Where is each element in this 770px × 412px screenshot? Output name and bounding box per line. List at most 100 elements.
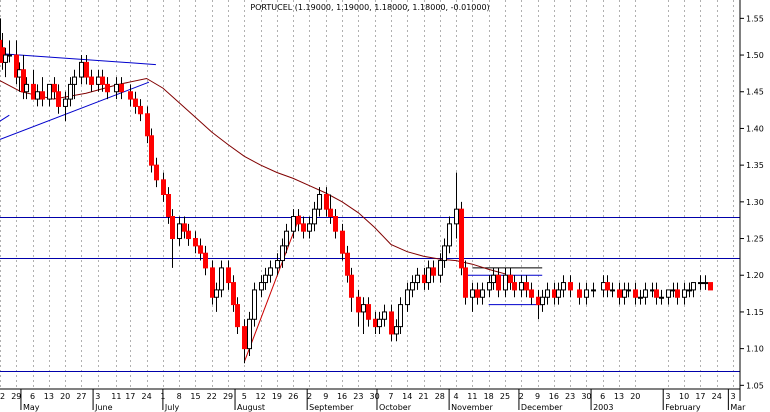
- candle-body: [284, 230, 289, 247]
- candle-body: [377, 318, 382, 328]
- candlestick: [333, 209, 338, 239]
- candle-body: [100, 76, 105, 85]
- candlestick: [519, 275, 524, 298]
- x-tick-label: 3: [665, 392, 670, 401]
- x-tick-label: 29: [223, 392, 233, 401]
- candle-body: [617, 289, 622, 298]
- candlestick: [605, 275, 610, 298]
- month-label: August: [237, 403, 265, 412]
- candle-body: [242, 326, 247, 350]
- x-tick-label: 3: [95, 392, 100, 401]
- candlestick: [40, 77, 45, 107]
- candlestick: [161, 172, 166, 202]
- candle-body: [259, 282, 264, 291]
- candle-body: [275, 260, 280, 269]
- candle-body: [405, 289, 410, 306]
- y-tick-label: 1.30: [746, 198, 764, 207]
- candlestick: [591, 282, 596, 298]
- y-tick-label: 1.15: [746, 308, 764, 317]
- candlestick: [214, 282, 219, 312]
- candlestick: [438, 253, 443, 283]
- candlesticks: [0, 18, 713, 364]
- candlestick: [317, 187, 322, 217]
- candlestick: [349, 267, 354, 312]
- y-axis: 1.55 1.50 1.45 1.40 1.35 1.30 1.25 1.20 1.15 1.10…: [740, 14, 764, 390]
- candlestick: [35, 84, 40, 107]
- candle-body: [133, 98, 138, 107]
- x-tick-label: 20: [60, 392, 70, 401]
- candle-body: [128, 91, 133, 100]
- y-tick-label: 1.50: [746, 51, 764, 60]
- candlestick: [389, 304, 394, 342]
- candle-body: [633, 289, 638, 298]
- candle-body: [605, 282, 610, 291]
- candlestick: [703, 275, 708, 290]
- candle-body: [63, 98, 68, 107]
- candlestick: [56, 84, 61, 114]
- candle-body: [361, 304, 366, 313]
- x-tick-label: 20: [630, 392, 640, 401]
- candle-body: [366, 304, 371, 320]
- x-tick-label: 3: [730, 392, 735, 401]
- x-tick-label: 26: [288, 392, 298, 401]
- candle-body: [296, 216, 301, 225]
- candlestick: [52, 77, 57, 100]
- candle-body: [496, 274, 501, 291]
- candle-body: [252, 289, 257, 320]
- candle-body: [691, 282, 696, 291]
- candlestick: [687, 282, 692, 298]
- candle-body: [89, 76, 94, 85]
- candlestick: [382, 304, 387, 327]
- candle-body: [475, 289, 480, 298]
- candle-body: [454, 208, 459, 225]
- candlestick: [235, 297, 240, 334]
- horizontal-levels: [0, 217, 740, 372]
- x-tick-label: 11: [111, 392, 121, 401]
- x-axis: 2229613202731117241815222951219262916233…: [0, 389, 746, 412]
- candlestick: [252, 282, 257, 327]
- candle-body: [650, 289, 655, 292]
- x-tick-label: 2: [307, 392, 312, 401]
- candle-body: [31, 83, 36, 100]
- candle-body: [312, 208, 317, 225]
- candlestick: [496, 267, 501, 298]
- candle-body: [24, 83, 29, 93]
- candlestick: [128, 84, 133, 107]
- candlestick: [415, 267, 420, 290]
- candlestick: [170, 209, 175, 268]
- candlestick: [545, 282, 550, 305]
- x-tick-label: 4: [454, 392, 459, 401]
- candlestick: [394, 319, 399, 342]
- candlestick: [691, 282, 696, 298]
- candle-body: [226, 267, 231, 284]
- candlestick: [447, 216, 452, 254]
- candle-body: [301, 223, 306, 232]
- candle-body: [561, 282, 566, 291]
- candlestick: [626, 282, 631, 298]
- y-tick-label: 1.25: [746, 235, 764, 244]
- x-tick-label: 17: [125, 392, 135, 401]
- x-tick-label: 9: [535, 392, 540, 401]
- x-tick-label: 11: [467, 392, 477, 401]
- candle-body: [394, 326, 399, 335]
- candle-body: [356, 296, 361, 313]
- candlestick: [540, 289, 545, 312]
- candle-body: [447, 223, 452, 247]
- candlestick: [68, 77, 73, 107]
- candle-body: [577, 289, 582, 298]
- x-tick-label: 28: [435, 392, 445, 401]
- candlestick: [508, 267, 513, 290]
- candlestick: [324, 187, 329, 217]
- candlestick: [114, 77, 119, 100]
- x-tick-label: 13: [614, 392, 624, 401]
- candle-body: [14, 54, 19, 78]
- candlestick: [459, 201, 464, 276]
- candlestick: [470, 282, 475, 312]
- candle-body: [35, 91, 40, 100]
- x-tick-label: 27: [76, 392, 86, 401]
- candlestick: [145, 106, 150, 144]
- candlestick: [410, 275, 415, 298]
